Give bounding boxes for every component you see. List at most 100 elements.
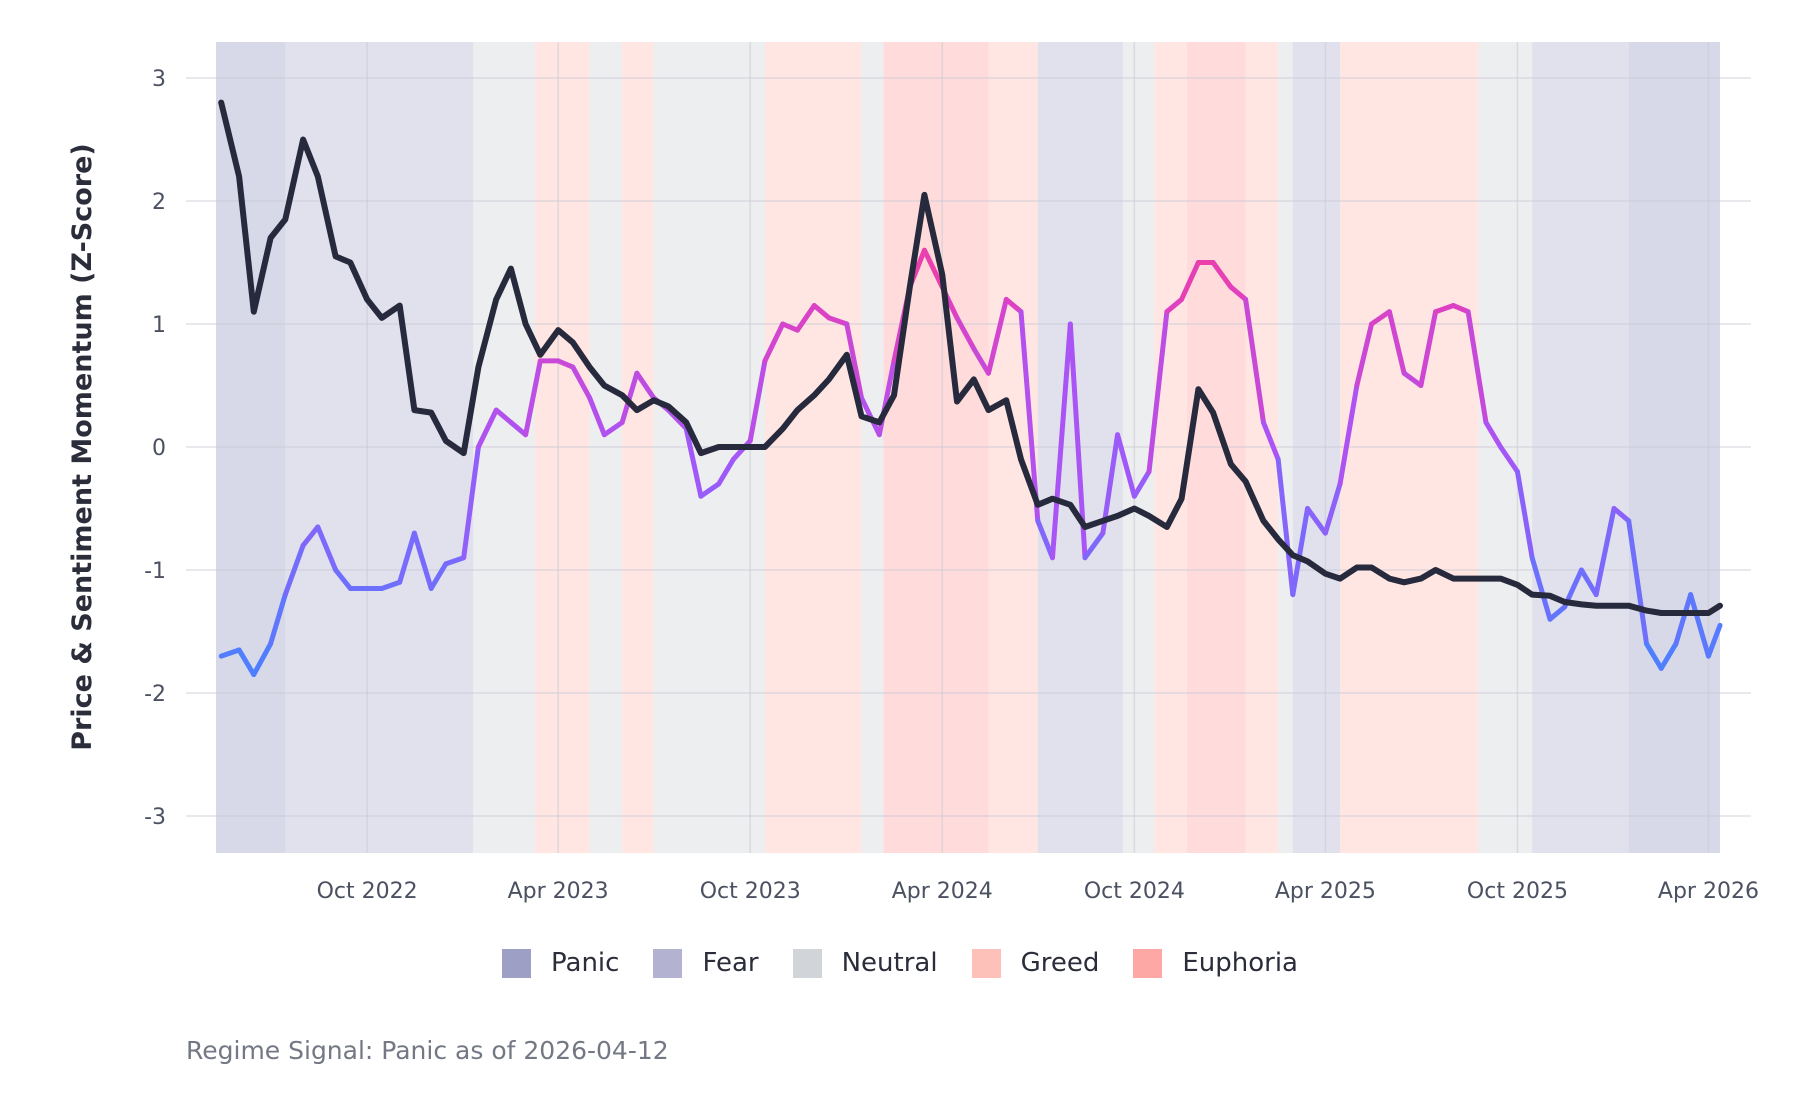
x-tick-label: Oct 2024 (1084, 879, 1185, 904)
sentiment-line-segment (218, 647, 242, 659)
x-tick-label: Oct 2025 (1467, 879, 1568, 904)
sentiment-line-segment (826, 315, 850, 327)
sentiment-line-segment (762, 321, 786, 364)
sentiment-line-segment (985, 296, 1009, 376)
sentiment-line-segment (1418, 309, 1439, 388)
sentiment-line-segment (1337, 383, 1360, 487)
y-tick-label: 2 (152, 190, 166, 215)
series-lines (218, 99, 1723, 678)
sentiment-line-segment (1228, 284, 1249, 302)
legend-item-panic: Panic (502, 948, 619, 978)
sentiment-line-segment (1450, 303, 1471, 315)
sentiment-line-segment (811, 303, 832, 321)
x-tick-label: Oct 2023 (700, 879, 801, 904)
sentiment-line-segment (634, 370, 657, 401)
sentiment-line-segment (587, 395, 607, 438)
sentiment-line-segment (1305, 506, 1328, 536)
sentiment-line-segment (1018, 309, 1041, 524)
sentiment-line-segment (698, 481, 722, 499)
legend: Panic Fear Neutral Greed Euphoria (0, 948, 1800, 978)
y-tick-label: -3 (144, 805, 166, 830)
x-tick-label: Apr 2025 (1275, 879, 1376, 904)
sentiment-line-segment (1673, 592, 1694, 647)
sentiment-line-segment (461, 444, 481, 561)
y-tick-label: 1 (152, 313, 166, 338)
sentiment-line-segment (1644, 641, 1664, 671)
axis-ticks: 3 2 1 0 -1 -2 -3 Oct 2022 Apr 2023 Oct 2023 Apr 20… (144, 67, 1759, 904)
sentiment-line-segment (1465, 309, 1489, 425)
sentiment-line-segment (1705, 622, 1723, 659)
sentiment-line-segment (1275, 456, 1296, 598)
sentiment-line-segment (1354, 321, 1375, 388)
sentiment-line-segment (1369, 309, 1392, 327)
sentiment-line-segment (844, 321, 864, 401)
sentiment-line-segment (555, 358, 576, 370)
legend-swatch (971, 948, 1001, 978)
sentiment-line-segment (1611, 506, 1632, 524)
x-tick-label: Apr 2023 (508, 879, 609, 904)
sentiment-line-segment (1100, 432, 1121, 536)
sentiment-line-segment (1322, 481, 1343, 536)
sentiment-line-segment (747, 358, 768, 444)
sentiment-line-segment (475, 407, 499, 450)
sentiment-line-segment (1131, 469, 1152, 499)
legend-item-neutral: Neutral (792, 948, 938, 978)
y-tick-label: -2 (144, 682, 166, 707)
legend-label: Greed (1020, 948, 1100, 978)
sentiment-line-segment (1529, 555, 1553, 622)
x-tick-label: Apr 2026 (1658, 879, 1759, 904)
sentiment-line-segment (1401, 370, 1424, 388)
sentiment-line-segment (1146, 309, 1170, 475)
sentiment-line-segment (683, 426, 704, 499)
x-tick-label: Oct 2022 (317, 879, 418, 904)
legend-item-greed: Greed (971, 948, 1100, 978)
sentiment-line-segment (1179, 260, 1201, 302)
sentiment-line-segment (1115, 432, 1137, 499)
sentiment-line-segment (1290, 506, 1311, 598)
sentiment-line-segment (236, 647, 257, 678)
legend-swatch (653, 948, 683, 978)
sentiment-line-segment (921, 247, 945, 290)
legend-swatch (502, 948, 531, 978)
sentiment-line-segment (1386, 309, 1407, 376)
sentiment-line-segment (1082, 530, 1106, 561)
legend-label: Fear (702, 948, 759, 978)
sentiment-line-segment (397, 530, 417, 585)
sentiment-line-segment (1483, 419, 1504, 450)
sentiment-line-segment (1164, 296, 1185, 315)
legend-item-fear: Fear (653, 948, 759, 978)
sentiment-line-segment (794, 303, 817, 333)
sentiment-line-segment (971, 346, 991, 376)
sentiment-line-segment (1547, 604, 1568, 622)
sentiment-line-segment (1498, 444, 1520, 475)
sentiment-line-segment (268, 592, 288, 647)
sentiment-line-segment (619, 370, 640, 425)
sentiment-line-segment (1049, 321, 1073, 561)
y-tick-label: 3 (152, 67, 166, 92)
sentiment-line-segment (1260, 419, 1281, 462)
sentiment-line-segment (1688, 592, 1711, 659)
sentiment-line-segment (570, 364, 593, 401)
sentiment-line-segment (665, 407, 689, 432)
sentiment-line-segment (601, 419, 625, 438)
legend-swatch (1133, 948, 1163, 978)
sentiment-line-segment (1658, 641, 1679, 671)
sentiment-line-segment (315, 524, 339, 573)
x-tick-label: Apr 2024 (892, 879, 993, 904)
sentiment-line-segment (1593, 506, 1617, 598)
sentiment-line-segment (428, 561, 449, 591)
sentiment-line-segment (716, 456, 736, 487)
y-tick-label: -1 (144, 559, 166, 584)
sentiment-line-segment (1433, 303, 1456, 315)
sentiment-line-segment (1035, 518, 1055, 561)
sentiment-line-segment (523, 358, 543, 438)
sentiment-line-segment (493, 407, 514, 425)
legend-label: Neutral (841, 948, 938, 978)
price-line (218, 99, 1723, 616)
sentiment-line-segment (300, 524, 321, 548)
legend-label: Panic (551, 948, 620, 978)
sentiment-line-segment (1626, 518, 1650, 647)
sentiment-line-segment (954, 315, 977, 352)
sentiment-line-segment (508, 419, 529, 438)
